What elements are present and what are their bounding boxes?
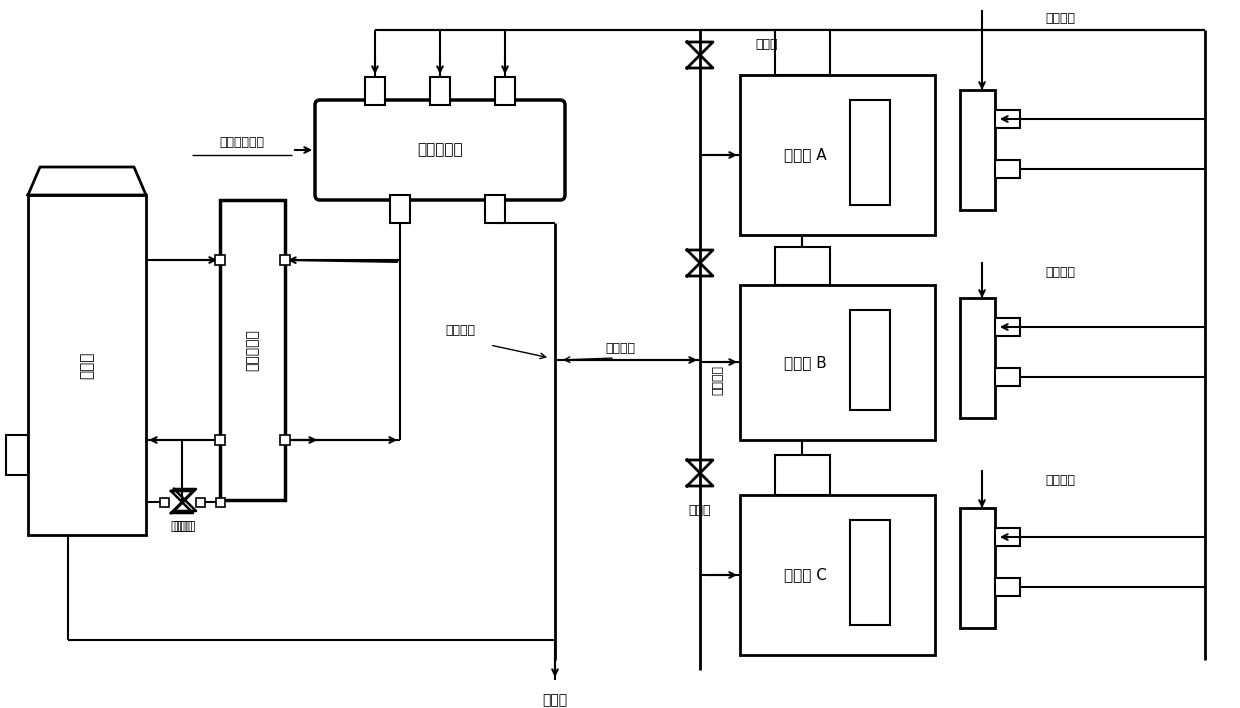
Bar	[215, 255, 224, 265]
Bar	[740, 75, 935, 235]
Bar	[365, 77, 384, 105]
Text: 蒸汽管道: 蒸汽管道	[445, 324, 475, 336]
Bar	[775, 247, 830, 285]
Bar	[29, 195, 146, 535]
Text: 蒸汽管道: 蒸汽管道	[712, 365, 724, 395]
Text: 循环泵: 循环泵	[174, 520, 196, 532]
Text: 减压泵: 减压泵	[688, 503, 712, 517]
FancyBboxPatch shape	[315, 100, 565, 200]
Bar	[775, 455, 830, 495]
Text: 循环泵: 循环泵	[171, 520, 193, 534]
Bar	[740, 495, 935, 655]
Text: 闭置蒸汽热源: 闭置蒸汽热源	[219, 135, 264, 149]
Bar	[495, 77, 515, 105]
Bar	[960, 508, 994, 628]
Bar	[994, 528, 1021, 546]
Text: 减压泵: 减压泵	[755, 38, 777, 52]
Bar	[430, 77, 450, 105]
Text: 进料桶: 进料桶	[79, 351, 94, 379]
Bar	[6, 435, 29, 475]
Bar	[994, 318, 1021, 336]
Bar	[960, 90, 994, 210]
Bar	[485, 195, 505, 223]
Text: 可燃气体: 可燃气体	[1045, 474, 1075, 486]
Text: 萤发器 B: 萤发器 B	[784, 355, 826, 370]
Polygon shape	[29, 167, 146, 195]
Bar	[740, 285, 935, 440]
Bar	[215, 435, 224, 445]
Bar	[280, 255, 290, 265]
Bar	[219, 200, 285, 500]
Text: 萤发器 A: 萤发器 A	[784, 147, 826, 163]
Text: 可燃气体: 可燃气体	[1045, 11, 1075, 25]
Text: 进料管: 进料管	[542, 693, 568, 707]
Text: 蒸汽管道: 蒸汽管道	[605, 341, 635, 355]
Bar	[994, 578, 1021, 596]
Bar	[849, 310, 890, 410]
Text: 高效换热器: 高效换热器	[246, 329, 259, 371]
Text: 保温集气罐: 保温集气罐	[417, 142, 463, 157]
Bar	[849, 100, 890, 205]
Bar	[775, 30, 830, 75]
Bar	[216, 498, 224, 506]
Bar	[994, 110, 1021, 128]
Bar	[196, 498, 205, 506]
Bar	[994, 368, 1021, 386]
Bar	[391, 195, 410, 223]
Bar	[160, 498, 169, 506]
Bar	[994, 160, 1021, 178]
Text: 可燃气体: 可燃气体	[1045, 266, 1075, 278]
Text: 萤发器 C: 萤发器 C	[784, 568, 826, 583]
Bar	[849, 520, 890, 625]
Bar	[280, 435, 290, 445]
Bar	[960, 298, 994, 418]
